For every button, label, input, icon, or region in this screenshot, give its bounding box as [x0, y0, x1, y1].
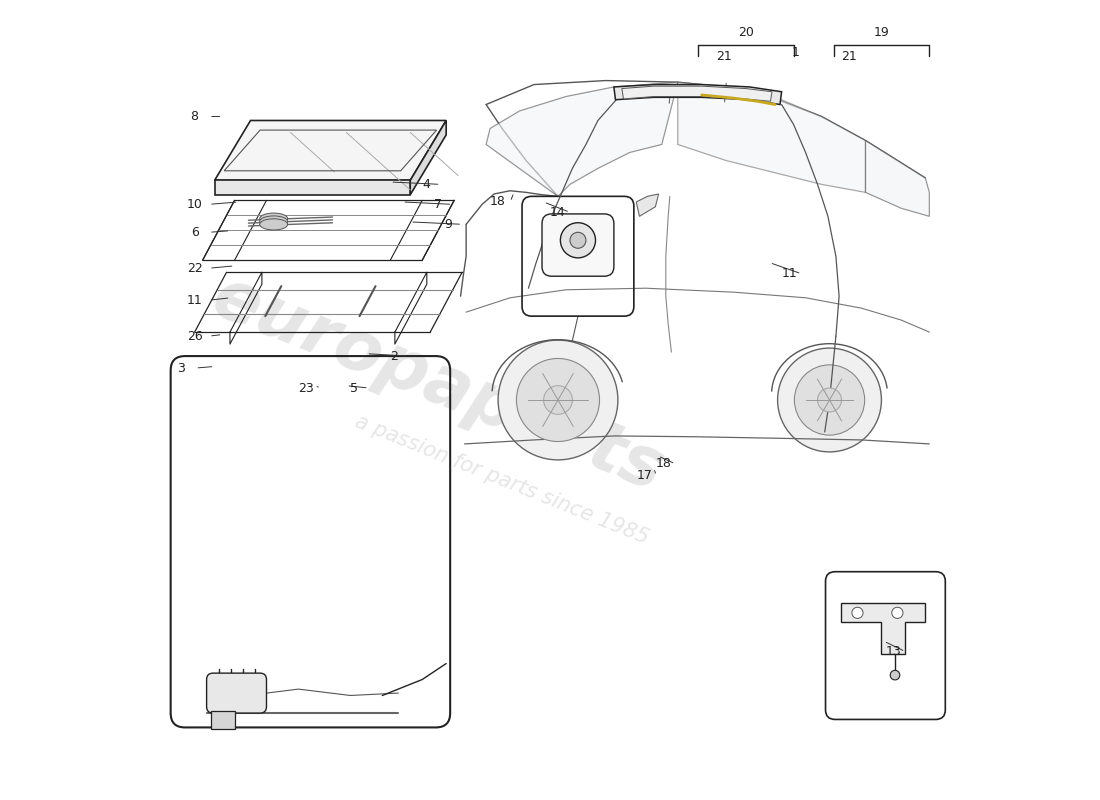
Text: 9: 9	[443, 218, 452, 231]
Circle shape	[517, 358, 600, 442]
Circle shape	[892, 607, 903, 618]
Circle shape	[543, 386, 572, 414]
Polygon shape	[842, 603, 925, 654]
Text: 11: 11	[782, 267, 797, 280]
Text: 13: 13	[886, 645, 901, 658]
Text: 23: 23	[298, 382, 315, 394]
Ellipse shape	[260, 218, 288, 230]
Polygon shape	[678, 82, 866, 192]
Bar	[210, 711, 234, 729]
FancyBboxPatch shape	[207, 673, 266, 713]
Text: 5: 5	[350, 382, 359, 394]
Text: 26: 26	[187, 330, 202, 342]
Polygon shape	[214, 180, 410, 194]
Text: 18: 18	[491, 195, 506, 209]
Polygon shape	[614, 85, 782, 105]
Circle shape	[890, 670, 900, 680]
Circle shape	[794, 365, 865, 435]
Text: 21: 21	[716, 50, 732, 63]
Polygon shape	[214, 121, 447, 180]
FancyBboxPatch shape	[542, 214, 614, 276]
Text: 1: 1	[792, 46, 800, 59]
Ellipse shape	[260, 213, 288, 224]
Text: a passion for parts since 1985: a passion for parts since 1985	[352, 411, 652, 548]
Polygon shape	[866, 141, 930, 216]
Text: 8: 8	[190, 110, 199, 123]
Text: europaparts: europaparts	[202, 263, 673, 505]
Circle shape	[778, 348, 881, 452]
Text: 19: 19	[873, 26, 889, 39]
Text: 14: 14	[550, 206, 565, 219]
Text: 18: 18	[656, 458, 671, 470]
Circle shape	[817, 388, 842, 412]
Text: 7: 7	[434, 198, 442, 211]
Text: 21: 21	[842, 50, 857, 63]
Circle shape	[570, 232, 586, 248]
Text: 6: 6	[190, 226, 199, 238]
Text: 22: 22	[187, 262, 202, 274]
Text: 20: 20	[738, 26, 754, 39]
Text: 3: 3	[177, 362, 185, 374]
Circle shape	[851, 607, 864, 618]
Ellipse shape	[260, 216, 288, 227]
Circle shape	[498, 340, 618, 460]
Text: 17: 17	[636, 470, 652, 482]
Text: 11: 11	[187, 294, 202, 306]
Text: 2: 2	[390, 350, 398, 362]
Circle shape	[560, 222, 595, 258]
Polygon shape	[636, 194, 659, 216]
Polygon shape	[410, 121, 447, 194]
Text: 4: 4	[422, 178, 430, 191]
Text: 10: 10	[187, 198, 202, 211]
Polygon shape	[486, 82, 678, 196]
Polygon shape	[621, 86, 772, 102]
